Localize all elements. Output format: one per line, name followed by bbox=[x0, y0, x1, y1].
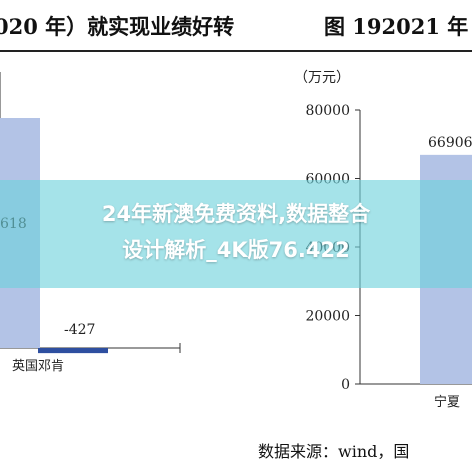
right-category-label-0: 宁夏 bbox=[434, 394, 460, 410]
banner-text-line-1: 24年新澳免费资料,数据整合 bbox=[101, 202, 371, 226]
right-y-tick-label-4: 80000 bbox=[305, 103, 350, 119]
overlay-banner bbox=[0, 180, 472, 288]
right-y-tick-label-0: 0 bbox=[341, 377, 350, 393]
right-y-tick-label-1: 20000 bbox=[305, 309, 350, 325]
title-divider bbox=[0, 50, 472, 52]
data-source-note: 数据来源：wind，国 bbox=[258, 442, 410, 461]
left-chart-title: 020 年）就实现业绩好转 bbox=[0, 14, 235, 39]
left-bar-label-1: -427 bbox=[64, 322, 95, 338]
right-chart-title: 图 192021 年 bbox=[324, 14, 469, 39]
right-bar-label-0: 66906 bbox=[428, 135, 472, 151]
left-bar-1 bbox=[38, 348, 108, 354]
banner-text-line-2: 设计解析_4K版76.422 bbox=[122, 238, 350, 262]
right-y-axis-unit: （万元） bbox=[294, 70, 350, 86]
left-category-label-1: 英国邓肯 bbox=[12, 359, 64, 374]
